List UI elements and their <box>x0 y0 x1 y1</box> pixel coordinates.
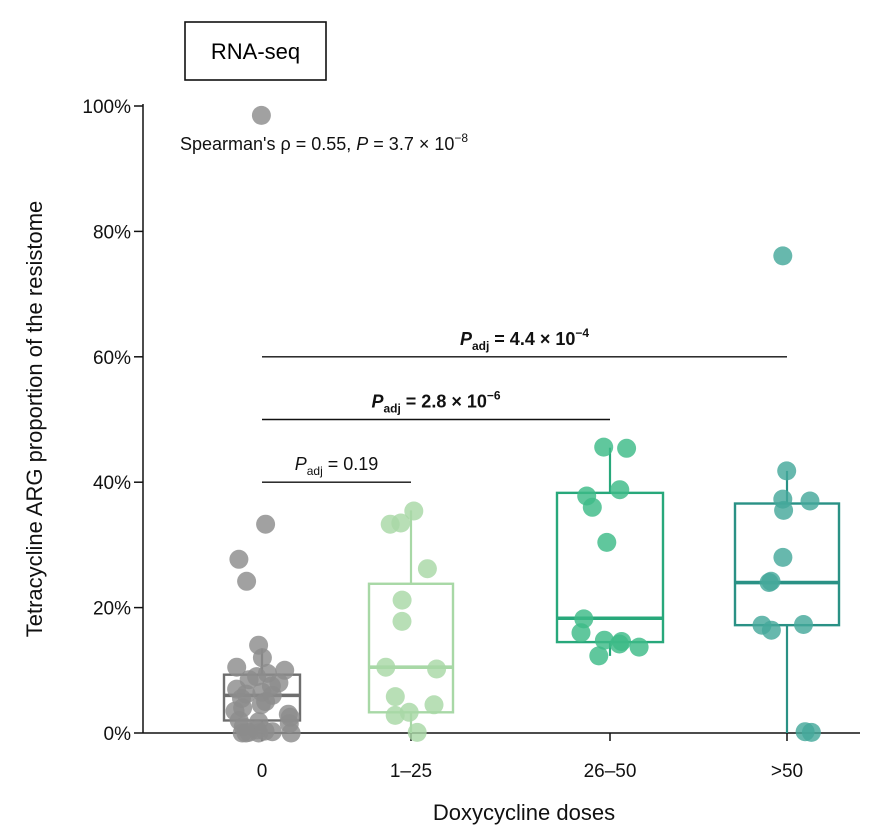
data-point <box>252 648 272 668</box>
data-point <box>417 559 437 579</box>
x-tick-label: 1–25 <box>390 761 432 782</box>
data-point <box>609 634 629 654</box>
data-point <box>392 611 412 631</box>
data-point <box>759 573 779 592</box>
data-point <box>237 571 257 591</box>
comparison-p-value: = 4.4 × 10 <box>489 329 575 349</box>
data-point <box>385 705 405 725</box>
data-point <box>424 695 444 715</box>
panel-label-box <box>184 21 327 81</box>
data-point <box>773 246 793 266</box>
comparison-p-symbol: P <box>371 392 384 412</box>
data-point <box>594 437 614 457</box>
data-point <box>256 514 276 534</box>
comparison-p-subscript: adj <box>472 339 489 353</box>
panel-label: RNA-seq <box>184 21 327 81</box>
data-point <box>794 615 813 634</box>
y-tick-label: 60% <box>93 348 131 369</box>
data-point <box>376 657 396 677</box>
panel-label-text: RNA-seq <box>211 39 300 64</box>
comparison-p-subscript: adj <box>307 464 323 478</box>
data-point <box>582 497 602 517</box>
data-point <box>407 722 427 742</box>
comparison-p-symbol: P <box>295 454 307 474</box>
data-point <box>380 514 400 534</box>
data-point <box>800 491 820 511</box>
comparison-p-value: = 0.19 <box>323 454 379 474</box>
data-point <box>227 657 247 677</box>
y-axis-title: Tetracycline ARG proportion of the resis… <box>22 201 47 638</box>
correlation-p-exponent: −8 <box>454 131 468 145</box>
comparison-label: Padj = 0.19 <box>295 454 379 478</box>
comparison-p-symbol: P <box>460 329 473 349</box>
comparison-p-subscript: adj <box>383 402 400 416</box>
data-point <box>597 532 617 552</box>
data-point <box>629 637 649 657</box>
y-tick-label: 80% <box>93 222 131 243</box>
y-tick-label: 40% <box>93 473 131 494</box>
data-point <box>404 501 424 521</box>
data-point <box>777 461 797 481</box>
x-axis-title: Doxycycline doses <box>433 800 615 825</box>
data-point <box>229 549 249 569</box>
correlation-prefix: Spearman's ρ = 0.55, <box>180 134 356 154</box>
data-point <box>594 630 614 650</box>
data-point <box>385 687 405 707</box>
comparison-p-exponent: −6 <box>487 389 501 403</box>
data-point <box>392 590 412 610</box>
y-tick-label: 0% <box>104 724 132 745</box>
x-tick-label: 0 <box>257 761 268 782</box>
comparison-p-exponent: −4 <box>575 326 589 340</box>
data-point <box>761 620 781 640</box>
comparison-label: Padj = 2.8 × 10−6 <box>371 389 500 416</box>
y-tick-label: 20% <box>93 599 131 620</box>
correlation-annotation: Spearman's ρ = 0.55, P = 3.7 × 10−8 <box>180 131 468 154</box>
data-point <box>801 722 821 742</box>
data-point <box>610 480 630 500</box>
comparison-p-value: = 2.8 × 10 <box>401 392 487 412</box>
x-tick-label: 26–50 <box>584 761 637 782</box>
correlation-p-symbol: P <box>356 134 368 154</box>
data-point <box>251 695 271 715</box>
data-point <box>617 438 637 458</box>
data-point <box>589 646 609 666</box>
x-tick-label: >50 <box>771 761 803 782</box>
data-point <box>281 723 301 743</box>
y-tick-label: 100% <box>82 97 131 118</box>
data-point <box>251 105 271 125</box>
correlation-p-value: = 3.7 × 10 <box>368 134 454 154</box>
comparison-label: Padj = 4.4 × 10−4 <box>460 326 589 353</box>
data-point <box>427 659 447 679</box>
data-point <box>774 500 794 520</box>
data-point <box>571 623 591 643</box>
data-point <box>236 723 256 743</box>
data-point <box>773 547 793 567</box>
